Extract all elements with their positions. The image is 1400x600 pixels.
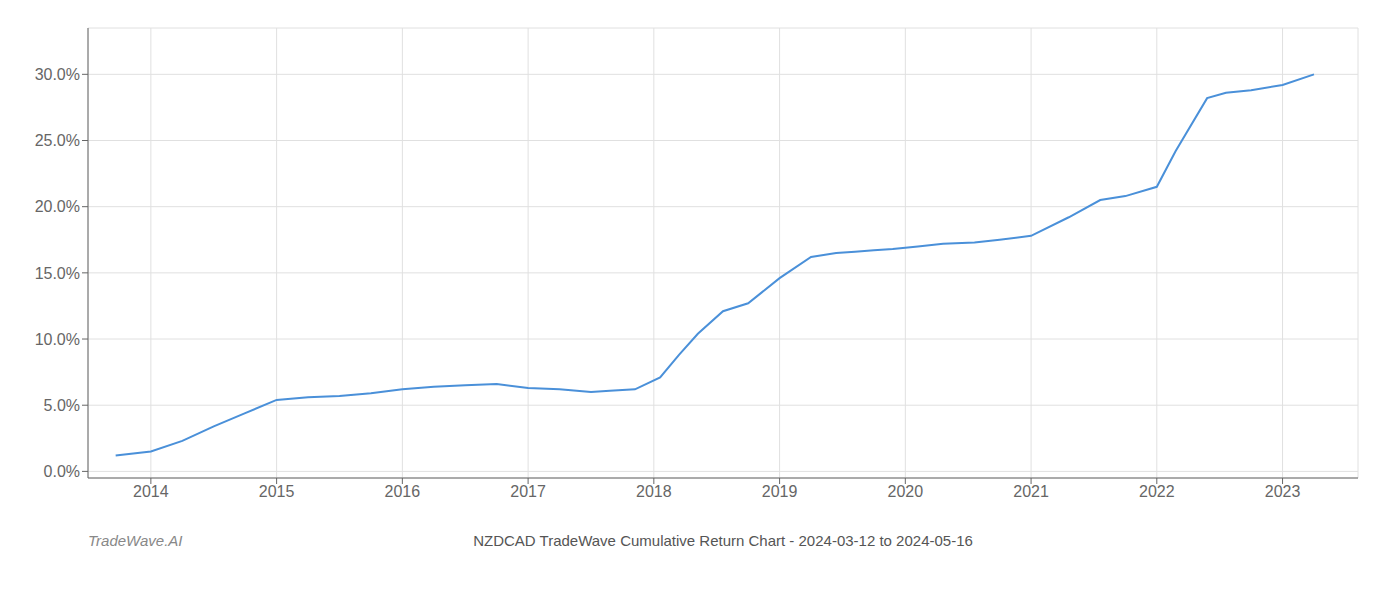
svg-text:20.0%: 20.0% — [35, 198, 80, 215]
svg-text:2015: 2015 — [259, 483, 295, 500]
svg-text:2018: 2018 — [636, 483, 672, 500]
svg-text:5.0%: 5.0% — [44, 397, 80, 414]
svg-text:30.0%: 30.0% — [35, 66, 80, 83]
svg-text:2016: 2016 — [385, 483, 421, 500]
svg-text:15.0%: 15.0% — [35, 265, 80, 282]
svg-text:2021: 2021 — [1013, 483, 1049, 500]
svg-text:2023: 2023 — [1265, 483, 1301, 500]
svg-text:2019: 2019 — [762, 483, 798, 500]
svg-text:2017: 2017 — [510, 483, 546, 500]
svg-text:2022: 2022 — [1139, 483, 1175, 500]
svg-text:25.0%: 25.0% — [35, 132, 80, 149]
svg-text:0.0%: 0.0% — [44, 463, 80, 480]
html-text:NZDCAD TradeWave Cumulative Re: NZDCAD TradeWave Cumulative Return Chart… — [473, 532, 973, 549]
html-text:TradeWave.AI: TradeWave.AI — [88, 532, 183, 549]
svg-text:2014: 2014 — [133, 483, 169, 500]
svg-text:10.0%: 10.0% — [35, 331, 80, 348]
svg-text:2020: 2020 — [888, 483, 924, 500]
